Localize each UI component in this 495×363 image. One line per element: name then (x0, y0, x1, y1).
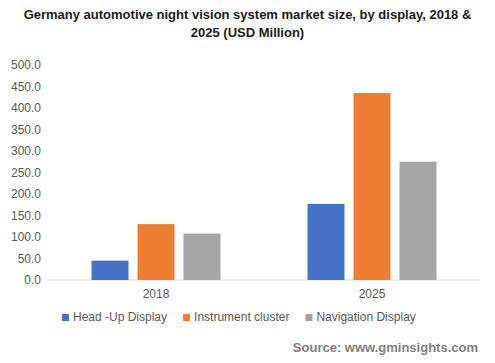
x-tick-label: 2025 (359, 287, 386, 301)
y-tick-label: 0.0 (24, 273, 41, 287)
y-tick-label: 100.0 (11, 230, 41, 244)
legend-swatch (305, 314, 312, 321)
chart: 0.0 50.0 100.0 150.0 200.0 250.0 300.0 350.0 400… (0, 0, 495, 363)
legend-swatch (62, 314, 69, 321)
y-tick-label: 150.0 (11, 209, 41, 223)
bars (92, 93, 437, 280)
y-tick-label: 450.0 (11, 80, 41, 94)
bar (400, 162, 437, 280)
y-tick-label: 500.0 (11, 58, 41, 72)
legend-label: Instrument cluster (194, 310, 289, 324)
y-tick-label: 50.0 (18, 252, 42, 266)
legend-label: Head -Up Display (73, 310, 167, 324)
chart-title: Germany automotive night vision system m… (20, 6, 475, 42)
bar (92, 261, 129, 280)
bar (138, 224, 175, 280)
bar (308, 204, 345, 280)
bar (184, 234, 221, 280)
y-tick-label: 300.0 (11, 144, 41, 158)
y-tick-label: 200.0 (11, 187, 41, 201)
legend-label: Navigation Display (316, 310, 415, 324)
y-tick-label: 400.0 (11, 101, 41, 115)
y-tick-label: 250.0 (11, 166, 41, 180)
legend-swatch (183, 314, 190, 321)
source: Source: www.gminsights.com (293, 340, 478, 355)
y-tick-label: 350.0 (11, 123, 41, 137)
x-tick-label: 2018 (143, 287, 170, 301)
bar (354, 93, 391, 280)
